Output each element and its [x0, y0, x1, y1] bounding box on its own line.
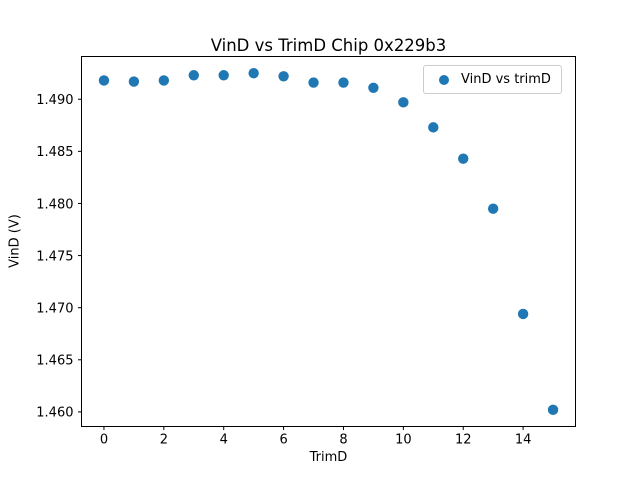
- legend-label: VinD vs trimD: [461, 72, 551, 87]
- y-axis-label: VinD (V): [7, 214, 23, 268]
- data-point: [308, 77, 319, 88]
- data-point: [428, 122, 439, 133]
- data-point: [338, 77, 349, 88]
- y-tick-label: 1.465: [36, 354, 73, 369]
- data-point: [487, 203, 499, 214]
- y-tick-label: 1.475: [36, 249, 73, 264]
- y-tick-label: 1.480: [36, 197, 73, 212]
- x-tick-label: 6: [279, 433, 287, 448]
- x-tick-label: 8: [339, 433, 347, 448]
- y-tick-label: 1.460: [36, 406, 73, 421]
- legend: VinD vs trimD: [423, 65, 562, 94]
- data-point: [128, 76, 140, 87]
- x-tick-label: 4: [220, 433, 228, 448]
- data-point: [398, 97, 409, 108]
- data-point: [248, 67, 259, 79]
- chart-title: VinD vs TrimD Chip 0x229b3: [210, 36, 447, 55]
- x-tick-label: 2: [160, 433, 168, 448]
- x-tick-label: 0: [100, 433, 108, 448]
- data-point: [278, 71, 289, 82]
- data-point: [218, 70, 229, 81]
- x-tick-label: 14: [515, 433, 532, 448]
- data-point: [368, 82, 379, 93]
- data-point: [158, 75, 170, 86]
- x-tick-label: 10: [395, 433, 412, 448]
- data-point: [517, 308, 529, 320]
- y-tick-label: 1.490: [36, 93, 73, 108]
- data-point: [458, 153, 469, 164]
- data-point: [98, 75, 110, 86]
- x-axis-label: TrimD: [309, 450, 348, 465]
- x-tick-label: 12: [455, 433, 472, 448]
- scatter-marker-icon: [439, 74, 449, 85]
- y-tick-label: 1.470: [36, 301, 73, 316]
- axes-frame: [81, 56, 576, 427]
- data-point: [547, 404, 559, 416]
- data-point: [188, 70, 199, 81]
- y-tick-label: 1.485: [36, 145, 73, 160]
